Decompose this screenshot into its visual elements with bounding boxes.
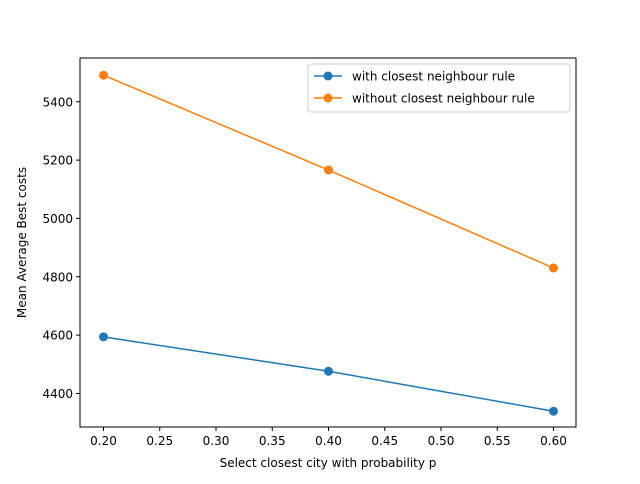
legend-marker-series-1 — [323, 71, 333, 81]
data-point-series-1 — [324, 366, 333, 376]
x-tick-label: 0.30 — [203, 434, 230, 448]
x-tick-label: 0.35 — [259, 434, 286, 448]
x-axis: 0.20 0.25 0.30 0.35 0.40 0.45 0.50 0.55 0.60 — [90, 427, 567, 448]
x-tick-label: 0.25 — [146, 434, 173, 448]
data-point-series-1 — [549, 406, 558, 416]
legend-label-series-2: without closest neighbour rule — [352, 92, 535, 106]
y-tick-label: 5400 — [42, 95, 73, 109]
y-axis-label: Mean Average Best costs — [15, 167, 29, 318]
legend-marker-series-2 — [323, 93, 333, 103]
x-axis-label: Select closest city with probability p — [220, 456, 437, 470]
plot-layer — [99, 70, 558, 416]
legend-box — [307, 63, 571, 113]
y-tick-label: 4800 — [42, 270, 73, 284]
data-point-series-1 — [99, 332, 108, 342]
y-tick-label: 5000 — [42, 212, 73, 226]
x-tick-label: 0.45 — [371, 434, 398, 448]
legend-label-series-1: with closest neighbour rule — [352, 70, 515, 84]
data-point-series-2 — [324, 165, 333, 175]
data-point-series-2 — [99, 70, 108, 80]
y-axis: 4400 4600 4800 5000 5200 5400 — [42, 95, 80, 401]
y-tick-label: 4400 — [42, 387, 73, 401]
y-tick-label: 4600 — [42, 329, 73, 343]
x-tick-label: 0.40 — [315, 434, 342, 448]
legend: with closest neighbour rule without clos… — [307, 63, 571, 113]
data-point-series-2 — [549, 263, 558, 273]
y-tick-label: 5200 — [42, 154, 73, 168]
x-tick-label: 0.60 — [540, 434, 567, 448]
x-tick-label: 0.55 — [484, 434, 511, 448]
x-tick-label: 0.50 — [428, 434, 455, 448]
x-tick-label: 0.20 — [90, 434, 117, 448]
